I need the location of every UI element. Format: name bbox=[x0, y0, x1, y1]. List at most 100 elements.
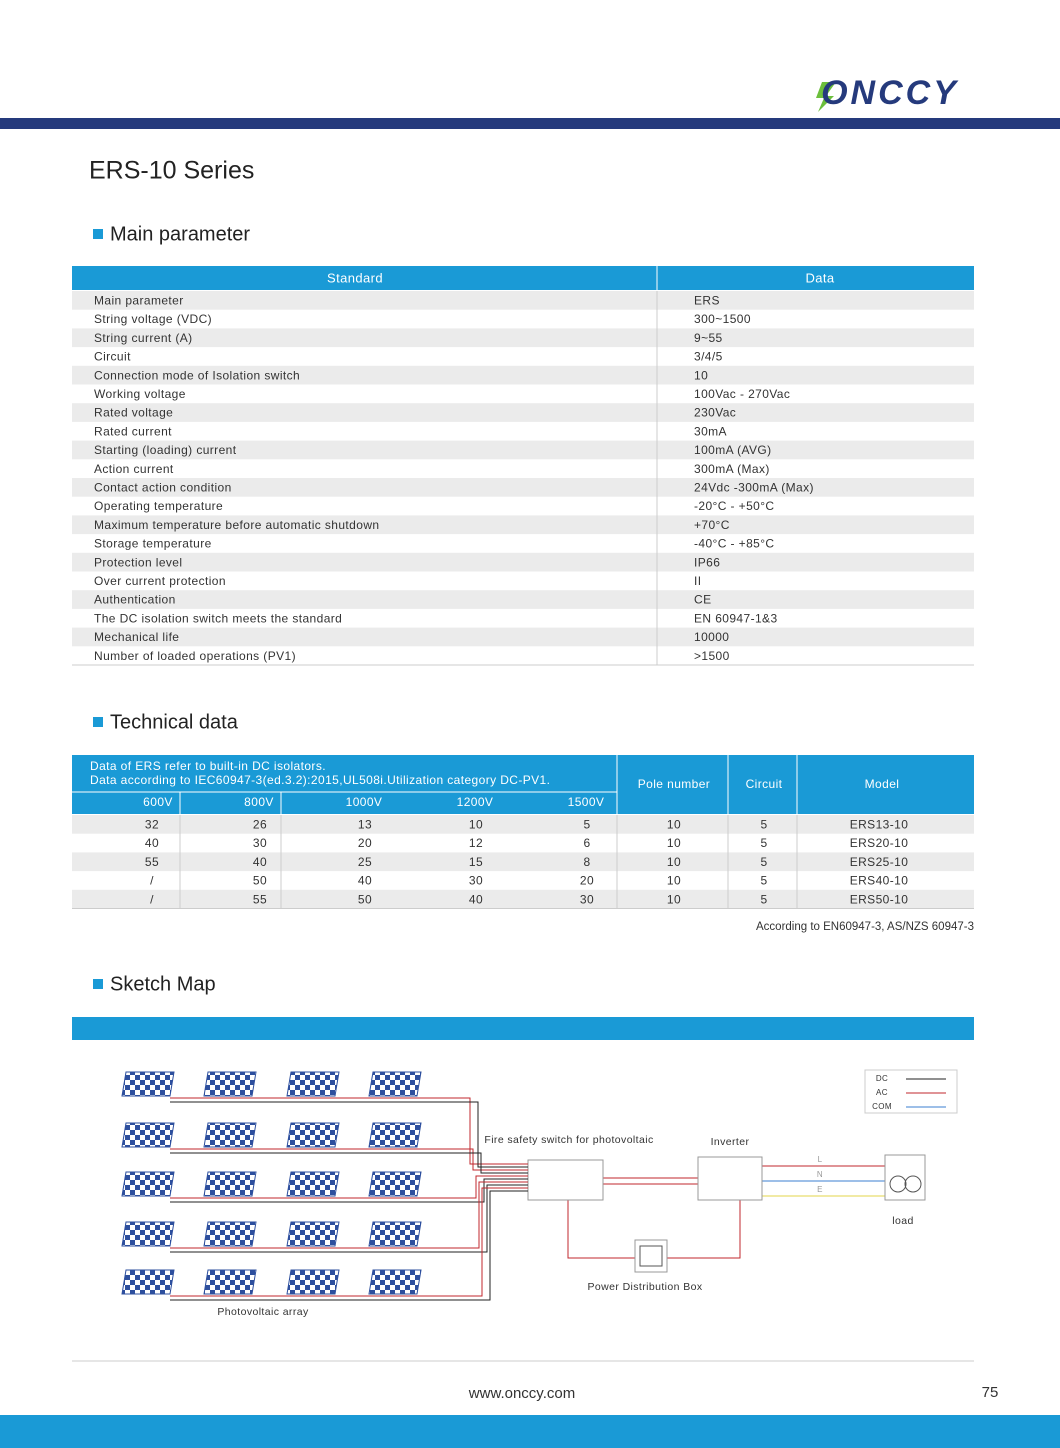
column-header: Circuit bbox=[746, 777, 783, 791]
pv-panel bbox=[203, 1122, 257, 1148]
cell: Rated current bbox=[94, 424, 172, 438]
page-title: ERS-10 Series bbox=[89, 157, 254, 185]
cell: The DC isolation switch meets the standa… bbox=[94, 611, 342, 625]
column-header: 800V bbox=[244, 795, 274, 809]
tech-table-body: 600V 800V 1000V 1200V 1500V 32 26 13 10 5 10 5 ERS13… bbox=[72, 792, 974, 909]
cell: Storage temperature bbox=[94, 537, 212, 551]
cell: 15 bbox=[469, 855, 483, 869]
cell: 5 bbox=[760, 855, 767, 869]
column-header: Data bbox=[805, 270, 834, 285]
note: Data according to IEC60947-3(ed.3.2):201… bbox=[90, 773, 550, 787]
header-bar bbox=[0, 118, 1060, 129]
row-band bbox=[72, 889, 974, 909]
cell: 40 bbox=[469, 892, 483, 906]
cell: Mechanical life bbox=[94, 630, 179, 644]
row-band bbox=[72, 478, 974, 497]
cell: Operating temperature bbox=[94, 499, 223, 513]
cell: 10000 bbox=[694, 630, 729, 644]
cell: 230Vac bbox=[694, 406, 736, 420]
wire bbox=[170, 1101, 528, 1168]
cell: Rated voltage bbox=[94, 406, 173, 420]
cell: 20 bbox=[358, 836, 372, 850]
column-header: Standard bbox=[327, 270, 383, 285]
cell: 5 bbox=[760, 874, 767, 888]
line-label: L bbox=[818, 1155, 823, 1164]
cell: Authentication bbox=[94, 593, 176, 607]
pv-panel bbox=[286, 1221, 340, 1247]
cell: / bbox=[150, 874, 154, 888]
table-header bbox=[72, 266, 974, 290]
main-table-body: Main parameter ERS String voltage (VDC) 300… bbox=[72, 291, 974, 666]
cell: 13 bbox=[358, 818, 372, 832]
wire bbox=[170, 1148, 528, 1171]
cell: 10 bbox=[694, 368, 708, 382]
cell: CE bbox=[694, 593, 711, 607]
cell: 10 bbox=[667, 818, 681, 832]
row-band bbox=[72, 515, 974, 535]
pv-panel bbox=[121, 1269, 175, 1295]
pv-panel bbox=[121, 1221, 175, 1247]
footer-bar bbox=[0, 1415, 1060, 1448]
load-socket bbox=[889, 1175, 907, 1193]
section-heading: Sketch Map bbox=[110, 973, 216, 995]
bullet bbox=[93, 229, 103, 239]
row-band bbox=[72, 328, 974, 348]
cell: 3/4/5 bbox=[694, 350, 723, 364]
page-number: 75 bbox=[982, 1384, 999, 1401]
sketch-diagram: DC AC COM L N E Fire safety switch for p… bbox=[121, 1069, 958, 1318]
cell: String current (A) bbox=[94, 331, 193, 345]
cell: -20°C - +50°C bbox=[694, 499, 775, 513]
cell: Protection level bbox=[94, 555, 182, 569]
switch-box bbox=[527, 1159, 604, 1201]
cell: 30mA bbox=[694, 424, 727, 438]
cell: 8 bbox=[583, 855, 590, 869]
footnote: According to EN60947-3, AS/NZS 60947-3 bbox=[756, 921, 974, 933]
pv-panel bbox=[203, 1221, 257, 1247]
wire bbox=[567, 1200, 741, 1259]
section-heading: Main parameter bbox=[110, 223, 250, 245]
pv-panel bbox=[368, 1221, 422, 1247]
cell: Main parameter bbox=[94, 294, 184, 308]
bullet bbox=[93, 979, 103, 989]
cell: +70°C bbox=[694, 518, 730, 532]
legend-box bbox=[864, 1069, 958, 1114]
cell: II bbox=[694, 574, 701, 588]
legend-label: AC bbox=[876, 1088, 888, 1097]
cell: ERS20-10 bbox=[850, 836, 909, 850]
column-header: 1200V bbox=[457, 795, 494, 809]
cell: String voltage (VDC) bbox=[94, 312, 212, 326]
table-header bbox=[72, 755, 974, 814]
switch-label: Fire safety switch for photovoltaic bbox=[484, 1134, 653, 1146]
cell: 50 bbox=[358, 892, 372, 906]
cell: 30 bbox=[580, 892, 594, 906]
pv-panel bbox=[368, 1171, 422, 1197]
cell: Action current bbox=[94, 462, 174, 476]
cell: -40°C - +85°C bbox=[694, 537, 775, 551]
cell: Over current protection bbox=[94, 574, 226, 588]
cell: 10 bbox=[667, 836, 681, 850]
pv-panel bbox=[286, 1171, 340, 1197]
distribution-panel bbox=[639, 1245, 663, 1267]
cell: ERS bbox=[694, 294, 720, 308]
cell: IP66 bbox=[694, 555, 720, 569]
load-socket bbox=[904, 1175, 922, 1193]
cell: ERS40-10 bbox=[850, 874, 909, 888]
column-header: 1000V bbox=[346, 795, 383, 809]
row-band bbox=[72, 852, 974, 872]
logo: ONCCY bbox=[821, 74, 959, 112]
cell: 12 bbox=[469, 836, 483, 850]
cell: 55 bbox=[145, 855, 159, 869]
pv-panel bbox=[203, 1171, 257, 1197]
wire bbox=[170, 1097, 528, 1165]
column-header: 1500V bbox=[568, 795, 605, 809]
wire bbox=[603, 1177, 698, 1185]
cell: 25 bbox=[358, 855, 372, 869]
cell: 40 bbox=[253, 855, 267, 869]
cell: 10 bbox=[667, 855, 681, 869]
wire bbox=[170, 1178, 528, 1203]
cell: Working voltage bbox=[94, 387, 186, 401]
pv-panel bbox=[368, 1071, 422, 1097]
row-band bbox=[72, 627, 974, 647]
